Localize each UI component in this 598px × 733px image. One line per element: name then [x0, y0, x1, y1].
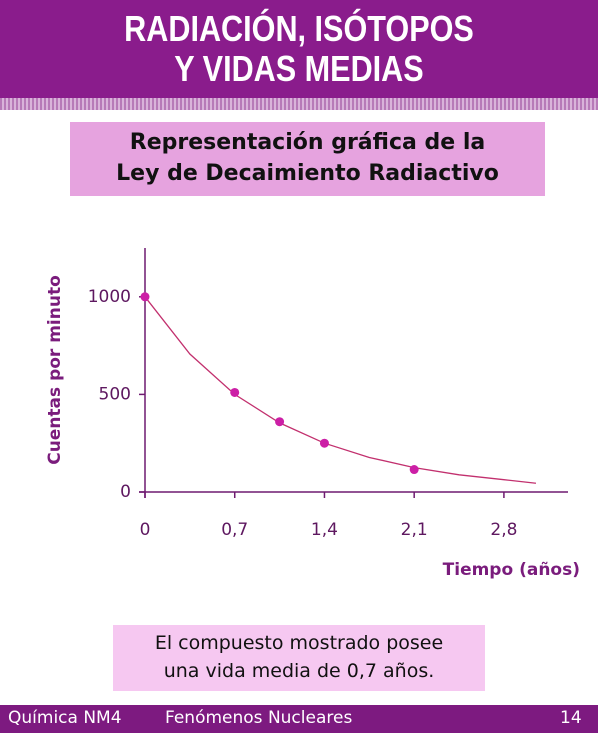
x-axis-label: Tiempo (años)	[443, 560, 580, 580]
data-point	[140, 292, 150, 302]
y-tick-label: 0	[120, 482, 131, 502]
subtitle-line: Ley de Decaimiento Radiactivo	[116, 161, 499, 186]
caption-box: El compuesto mostrado posee una vida med…	[113, 625, 485, 691]
title-line: RADIACIÓN, ISÓTOPOS	[124, 8, 474, 49]
data-point	[230, 387, 240, 397]
caption-line: una vida media de 0,7 años.	[163, 660, 435, 682]
y-axis-label: Cuentas por minuto	[45, 275, 65, 465]
x-tick-label: 2,1	[401, 520, 428, 540]
x-tick-label: 1,4	[311, 520, 338, 540]
data-point	[409, 465, 419, 475]
x-tick-label: 0,7	[221, 520, 248, 540]
footer-course: Química NM4	[8, 708, 122, 728]
subtitle-line: Representación gráfica de la	[129, 130, 486, 155]
y-tick-label: 1000	[88, 287, 131, 307]
x-tick-label: 0	[140, 520, 151, 540]
header: RADIACIÓN, ISÓTOPOS Y VIDAS MEDIAS	[0, 0, 598, 98]
footer-topic: Fenómenos Nucleares	[165, 708, 353, 728]
y-tick-label: 500	[99, 384, 131, 404]
data-point	[275, 417, 285, 427]
data-point	[319, 438, 329, 448]
x-tick-label: 2,8	[490, 520, 517, 540]
title-line: Y VIDAS MEDIAS	[174, 48, 424, 89]
decay-curve	[144, 296, 537, 484]
footer: Química NM4 Fenómenos Nucleares 14	[0, 705, 598, 733]
divider	[0, 98, 598, 110]
page-number: 14	[560, 708, 582, 728]
caption-line: El compuesto mostrado posee	[154, 632, 444, 654]
subtitle-box: Representación gráfica de la Ley de Deca…	[70, 122, 545, 196]
